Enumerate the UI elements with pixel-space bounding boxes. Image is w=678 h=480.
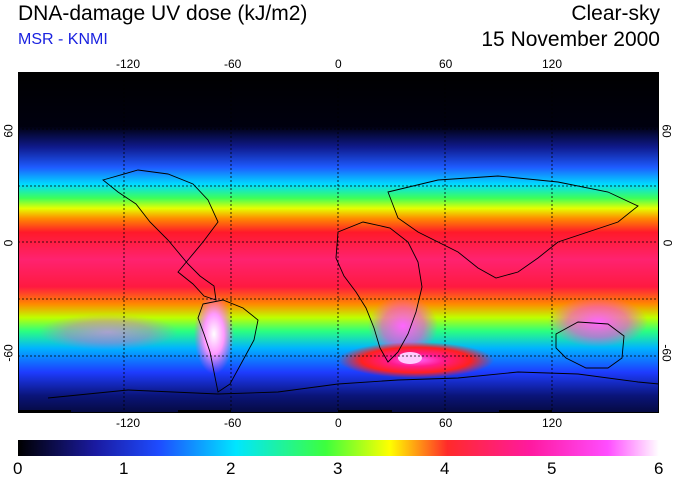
colorbar-gradient <box>18 440 659 456</box>
colorbar-label: 4 <box>440 459 450 478</box>
top-lon-label: -60 <box>224 57 242 71</box>
colorbar-label: 3 <box>333 459 343 478</box>
colorbar-label: 1 <box>119 459 129 478</box>
map-frame <box>18 72 552 413</box>
colorbar <box>18 440 659 456</box>
colorbar-label: 0 <box>13 459 23 478</box>
ocean-hotspot <box>38 314 178 350</box>
andes-hotspot <box>194 294 234 374</box>
right-lat-label: -60 <box>659 344 674 362</box>
left-lat-label: 60 <box>1 124 16 138</box>
left-lat-label: -60 <box>1 344 16 362</box>
right-lat-label: 0 <box>660 239 675 247</box>
top-lon-label: 120 <box>542 57 563 71</box>
bottom-lon-label: -60 <box>224 416 242 430</box>
map-title: DNA-damage UV dose (kJ/m2) <box>18 2 308 25</box>
map-border <box>18 72 659 413</box>
bottom-lon-label: 0 <box>335 416 342 430</box>
right-lat-label: 60 <box>659 124 674 138</box>
map-date: 15 November 2000 <box>481 28 660 51</box>
colorbar-label: 2 <box>226 459 236 478</box>
left-lat-label: 0 <box>1 239 16 247</box>
bottom-lon-label: 120 <box>542 416 563 430</box>
top-lon-label: -120 <box>116 57 141 71</box>
antarctic-max <box>398 352 422 364</box>
colorbar-label: 5 <box>547 459 557 478</box>
colorbar-label: 6 <box>654 459 664 478</box>
map-svg <box>18 72 660 413</box>
uv-dose-map <box>18 72 660 413</box>
top-lon-label: 60 <box>439 57 453 71</box>
sky-condition: Clear-sky <box>571 2 660 25</box>
bottom-lon-label: -120 <box>116 416 141 430</box>
top-lon-label: 0 <box>335 57 342 71</box>
graticule <box>18 72 659 413</box>
africa-hotspot <box>368 296 438 356</box>
bottom-lon-label: 60 <box>439 416 453 430</box>
australia-hotspot <box>548 297 648 347</box>
coastlines <box>47 169 660 399</box>
map-subtitle: MSR - KNMI <box>18 31 108 48</box>
